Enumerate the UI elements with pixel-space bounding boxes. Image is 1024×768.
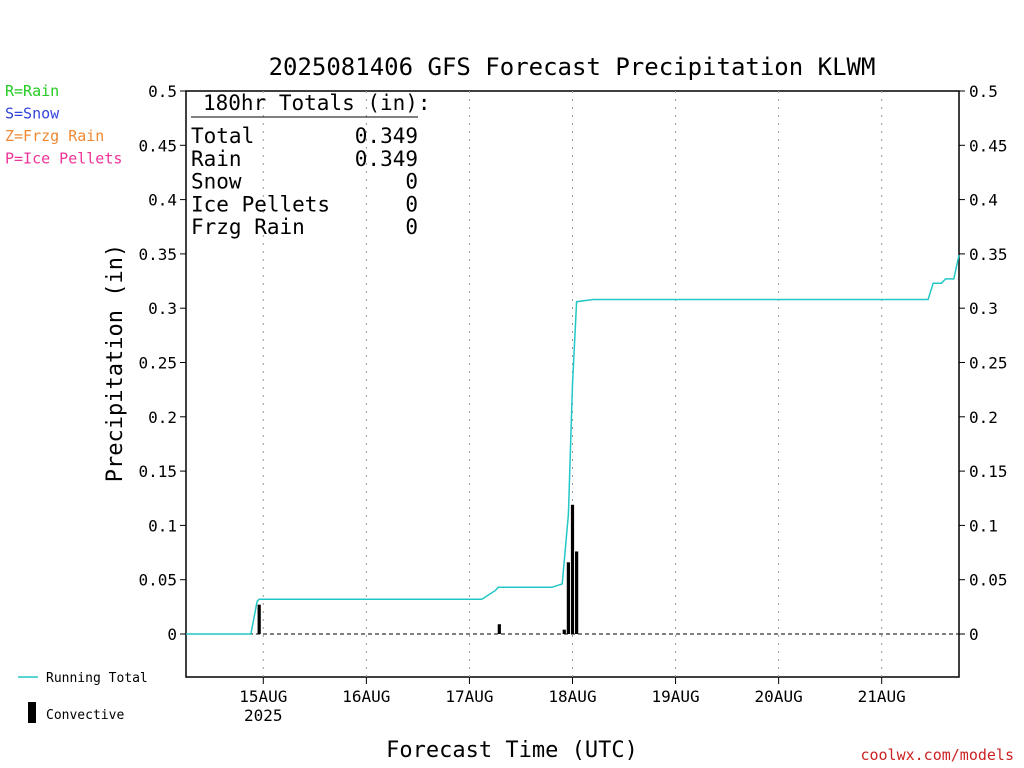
y-tick-label-right: 0.35 xyxy=(969,245,1008,264)
y-tick-label-left: 0.35 xyxy=(138,245,177,264)
x-tick-label: 18AUG xyxy=(548,687,596,706)
convective-bar xyxy=(575,551,579,634)
y-tick-label-right: 0 xyxy=(969,625,979,644)
y-tick-label-right: 0.45 xyxy=(969,136,1008,155)
totals-row-value: 0.349 xyxy=(355,147,418,171)
convective-bar xyxy=(566,562,570,634)
y-tick-label-right: 0.3 xyxy=(969,299,998,318)
convective-bar xyxy=(570,504,575,634)
x-tick-label: 16AUG xyxy=(342,687,390,706)
y-tick-label-left: 0.1 xyxy=(148,516,177,535)
y-tick-label-left: 0.2 xyxy=(148,408,177,427)
series-legend: Running Total Convective xyxy=(18,671,148,723)
y-tick-label-right: 0.4 xyxy=(969,191,998,210)
totals-row-label: Ice Pellets xyxy=(191,192,330,216)
y-axis-label: Precipitation (in) xyxy=(103,244,128,482)
totals-row-label: Rain xyxy=(191,147,242,171)
totals-box-rows: Total 0.349 Rain 0.349 Snow 0 Ice Pellets 0 Frzg… xyxy=(191,124,418,239)
convective-bar xyxy=(257,604,261,634)
y-tick-label-left: 0.4 xyxy=(148,191,177,210)
chart-title: 2025081406 GFS Forecast Precipitation KL… xyxy=(269,53,876,81)
y-tick-label-right: 0.25 xyxy=(969,354,1008,373)
legend-convective-label: Convective xyxy=(46,708,124,723)
y-tick-label-left: 0.25 xyxy=(138,354,177,373)
credit-text: coolwx.com/models xyxy=(860,746,1014,764)
totals-row-value: 0.349 xyxy=(355,124,418,148)
totals-row-value: 0 xyxy=(405,170,418,194)
totals-row-value: 0 xyxy=(405,192,418,216)
legend-running-total-label: Running Total xyxy=(46,671,148,686)
totals-row-value: 0 xyxy=(405,215,418,239)
convective-bar xyxy=(497,624,501,634)
y-tick-label-left: 0.05 xyxy=(138,571,177,590)
convective-bars xyxy=(257,504,579,634)
x-axis-label: Forecast Time (UTC) xyxy=(386,738,638,763)
y-tick-label-right: 0.15 xyxy=(969,462,1008,481)
x-tick-label: 17AUG xyxy=(445,687,493,706)
y-tick-label-left: 0.45 xyxy=(138,136,177,155)
precip-type-legend-item: Z=Frzg Rain xyxy=(5,127,104,145)
totals-box-header: 180hr Totals (in): xyxy=(203,91,431,115)
convective-bar xyxy=(562,629,566,634)
totals-row-label: Snow xyxy=(191,170,242,194)
totals-row-label: Total xyxy=(191,124,254,148)
precip-type-legend-item: P=Ice Pellets xyxy=(5,150,122,168)
x-tick-sublabel: 2025 xyxy=(244,706,283,725)
precip-type-legend: R=Rain S=Snow Z=Frzg Rain P=Ice Pellets xyxy=(5,82,122,168)
totals-row-label: Frzg Rain xyxy=(191,215,305,239)
precip-type-legend-item: R=Rain xyxy=(5,82,59,100)
precip-type-legend-item: S=Snow xyxy=(5,105,60,123)
y-tick-label-left: 0.15 xyxy=(138,462,177,481)
x-tick-label: 15AUG xyxy=(239,687,287,706)
y-tick-label-left: 0 xyxy=(167,625,177,644)
x-tick-label: 21AUG xyxy=(858,687,906,706)
running-total-line xyxy=(186,254,960,635)
y-tick-label-right: 0.5 xyxy=(969,82,998,101)
x-tick-label: 20AUG xyxy=(755,687,803,706)
y-tick-label-left: 0.3 xyxy=(148,299,177,318)
x-tick-label: 19AUG xyxy=(651,687,699,706)
y-tick-label-right: 0.1 xyxy=(969,516,998,535)
y-tick-label-right: 0.05 xyxy=(969,571,1008,590)
y-tick-label-right: 0.2 xyxy=(969,408,998,427)
y-axis-right: 0 0.05 0.1 0.15 0.2 0.25 0.3 0.35 0.4 0.45 0.5 xyxy=(959,82,1008,644)
y-axis-left: 0 0.05 0.1 0.15 0.2 0.25 0.3 0.35 0.4 0.45 0.5 xyxy=(138,82,186,644)
y-tick-label-left: 0.5 xyxy=(148,82,177,101)
legend-bar-swatch xyxy=(28,702,36,723)
totals-box: 180hr Totals (in): Total 0.349 Rain 0.349 Sn… xyxy=(191,91,431,239)
